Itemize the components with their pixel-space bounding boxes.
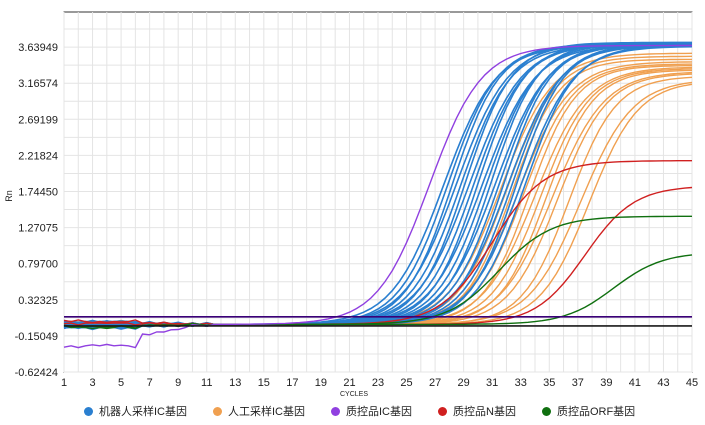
y-tick-label: -0.15049	[15, 331, 58, 343]
y-tick-label: -0.62424	[15, 367, 58, 379]
x-axis: 1 3 5 7 9 11 13 15 17 19 21 23 25 27 29 31 33 35 37 39 41 43 4…	[61, 377, 698, 389]
legend-label: 机器人采样IC基因	[99, 406, 187, 418]
legend-label: 质控品IC基因	[346, 406, 412, 418]
x-tick-label: 25	[400, 377, 412, 389]
legend-marker	[84, 406, 93, 416]
series-line	[63, 254, 693, 330]
x-tick-label: 21	[343, 377, 355, 389]
y-tick-label: 3.16574	[18, 78, 58, 90]
legend-item[interactable]: 质控品N基因	[438, 403, 516, 419]
x-tick-label: 15	[258, 377, 270, 389]
x-tick-label: 33	[515, 377, 527, 389]
x-tick-label: 35	[543, 377, 555, 389]
y-tick-label: 1.74450	[18, 186, 58, 198]
legend-label: 人工采样IC基因	[228, 406, 305, 418]
y-tick-label: 0.32325	[18, 295, 58, 307]
grid	[63, 12, 693, 373]
y-tick-label: 2.21824	[18, 150, 58, 162]
series-layer	[63, 41, 693, 349]
legend-label: 质控品N基因	[453, 406, 516, 418]
x-tick-label: 29	[458, 377, 470, 389]
legend-item[interactable]: 质控品IC基因	[331, 403, 412, 419]
x-tick-label: 7	[147, 377, 153, 389]
x-tick-label: 3	[89, 377, 95, 389]
x-axis-title: CYCLES	[340, 391, 368, 398]
y-axis: -0.62424 -0.15049 0.32325 0.79700 1.27075 1.7…	[15, 42, 58, 379]
legend-marker	[213, 406, 222, 416]
y-tick-label: 3.63949	[18, 42, 58, 54]
legend-marker	[438, 406, 447, 416]
legend-item[interactable]: 机器人采样IC基因	[84, 403, 187, 419]
y-tick-label: 2.69199	[18, 114, 58, 126]
legend-label: 质控品ORF基因	[556, 406, 636, 418]
x-tick-label: 27	[429, 377, 441, 389]
y-tick-label: 0.79700	[18, 259, 58, 271]
legend-marker	[331, 406, 340, 416]
x-tick-label: 41	[629, 377, 641, 389]
x-tick-label: 39	[600, 377, 612, 389]
series-line	[63, 44, 692, 349]
x-tick-label: 23	[372, 377, 384, 389]
x-tick-label: 19	[315, 377, 327, 389]
x-tick-label: 31	[486, 377, 498, 389]
x-tick-label: 5	[118, 377, 124, 389]
x-tick-label: 11	[201, 377, 212, 389]
legend-item[interactable]: 质控品ORF基因	[541, 403, 636, 419]
x-tick-label: 45	[686, 377, 698, 389]
x-tick-label: 37	[572, 377, 584, 389]
x-tick-label: 9	[175, 377, 181, 389]
x-tick-label: 13	[229, 377, 241, 389]
threshold-layer	[64, 316, 692, 327]
x-tick-label: 1	[61, 377, 67, 389]
legend-marker	[541, 406, 551, 416]
series-line	[63, 160, 692, 327]
y-axis-title: Rn	[4, 190, 14, 202]
x-tick-label: 43	[657, 377, 669, 389]
legend: 机器人采样IC基因 人工采样IC基因 质控品IC基因 质控品N基因 质控品ORF…	[84, 402, 684, 420]
x-tick-label: 17	[286, 377, 298, 389]
legend-item[interactable]: 人工采样IC基因	[213, 403, 305, 419]
y-tick-label: 1.27075	[18, 223, 58, 235]
